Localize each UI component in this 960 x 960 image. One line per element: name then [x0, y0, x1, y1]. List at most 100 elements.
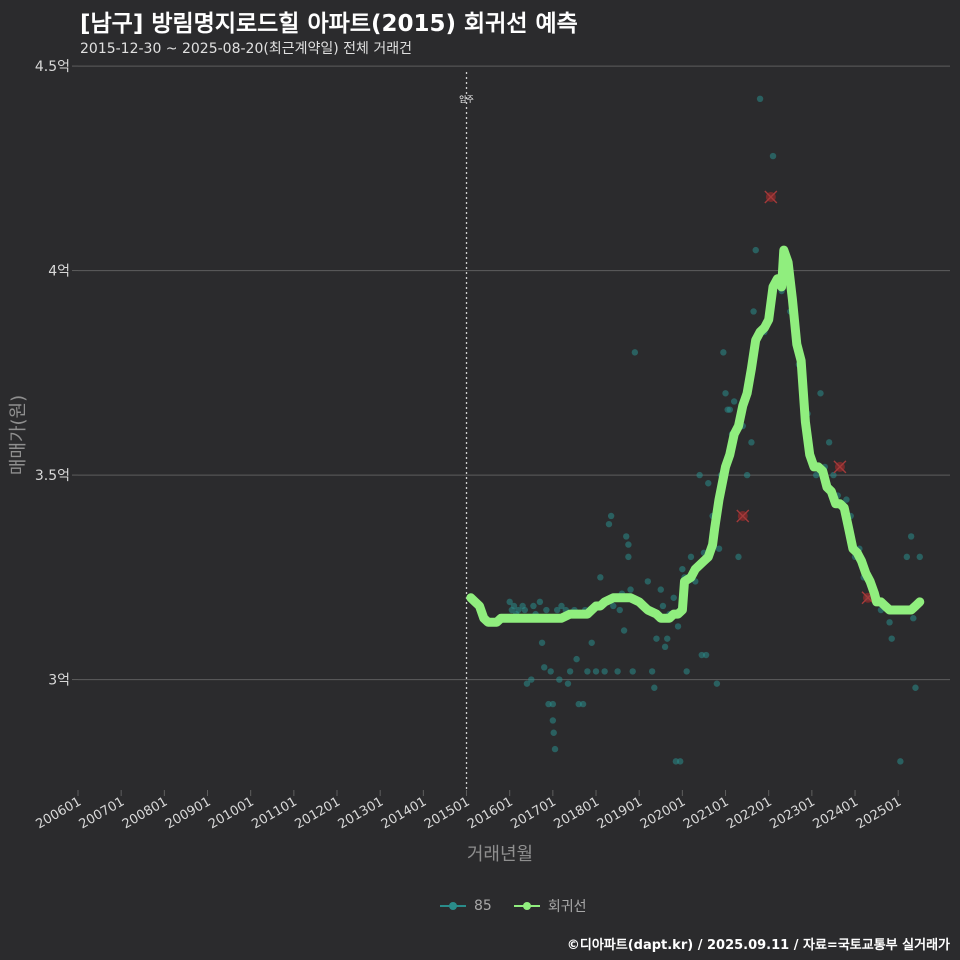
x-tick-label: 202401: [811, 794, 861, 832]
scatter-point: [588, 639, 595, 646]
scatter-point: [541, 664, 548, 671]
scatter-point: [752, 246, 759, 254]
chart-subtitle: 2015-12-30 ~ 2025-08-20(최근계약일) 전체 거래건: [80, 41, 412, 57]
scatter-point: [597, 574, 604, 581]
scatter-point: [616, 606, 623, 614]
legend-swatch-85: [440, 898, 466, 914]
legend-label-85: 85: [474, 898, 492, 914]
scatter-point: [629, 668, 636, 675]
scatter-point: [648, 668, 656, 675]
scatter-point: [510, 602, 518, 610]
y-axis-title: 매매가(원): [8, 394, 29, 476]
legend-swatch-regression: [513, 898, 540, 914]
y-tick-label: 4.5억: [35, 59, 70, 75]
scatter-point: [644, 578, 652, 585]
x-tick-label: 202201: [724, 794, 774, 832]
scatter-point: [584, 668, 591, 675]
scatter-point: [536, 598, 544, 606]
scatter-point: [549, 700, 557, 708]
scatter-point: [558, 602, 565, 610]
scatter-point: [676, 758, 684, 765]
scatter-point: [592, 668, 600, 675]
regression-line: [466, 245, 925, 627]
scatter-point: [566, 668, 574, 675]
x-tick-label: 200701: [77, 794, 127, 832]
scatter-point: [817, 390, 824, 397]
scatter-point: [683, 668, 690, 675]
legend: 85 회귀선: [440, 896, 608, 916]
scatter-point: [722, 390, 729, 397]
y-tick-label: 3.5억: [35, 468, 70, 484]
scatter-point: [750, 308, 757, 315]
scatter-point: [530, 602, 537, 610]
scatter-point: [550, 729, 557, 736]
scatter-point: [573, 655, 580, 663]
scatter-point: [670, 594, 677, 601]
scatter-point: [579, 700, 587, 708]
x-tick-label: 201001: [206, 794, 256, 832]
highlight-marker: [764, 190, 778, 204]
scatter-point: [564, 680, 572, 687]
scatter-point: [538, 639, 546, 646]
scatter-point: [715, 545, 723, 552]
scatter-point: [623, 533, 630, 540]
scatter-point: [713, 680, 721, 687]
x-axis-ticks: 2006012007012008012009012010012011012012…: [34, 790, 904, 832]
x-tick-label: 200901: [163, 794, 213, 832]
scatter-point: [705, 480, 712, 487]
scatter-point: [720, 349, 727, 356]
scatter-point: [897, 758, 904, 765]
highlight-cross: [764, 190, 778, 204]
scatter-point: [769, 152, 777, 160]
scatter-point: [843, 496, 850, 503]
scatter-point: [614, 668, 621, 675]
scatter-point: [515, 606, 522, 614]
x-tick-label: 201401: [379, 794, 429, 832]
source-credit: ©디아파트(dapt.kr) / 2025.09.11 / 자료=국토교통부 실…: [566, 938, 950, 953]
scatter-point: [664, 635, 671, 642]
scatter-point: [661, 643, 669, 651]
scatter-point: [521, 606, 528, 614]
scatter-point: [830, 471, 837, 479]
scatter-point: [607, 512, 615, 520]
scatter-point: [549, 717, 557, 724]
scatter-point: [702, 651, 710, 659]
scatter-point: [743, 471, 751, 479]
scatter-point: [625, 541, 632, 548]
x-tick-label: 202001: [638, 794, 688, 832]
highlight-cross: [736, 509, 750, 523]
x-tick-label: 202101: [681, 794, 731, 832]
scatter-point: [601, 668, 608, 675]
scatter-point: [547, 668, 554, 675]
scatter-point: [556, 676, 563, 683]
x-tick-label: 201901: [595, 794, 645, 832]
scatter-point: [910, 615, 917, 622]
scatter-point: [506, 598, 513, 606]
scatter-point: [912, 684, 919, 691]
scatter-point: [903, 553, 911, 561]
scatter-point: [726, 406, 734, 413]
x-axis-title: 거래년월: [466, 844, 534, 865]
scatter-point: [825, 439, 833, 446]
scatter-point: [687, 553, 695, 561]
regression-series: [466, 245, 925, 627]
x-tick-label: 202301: [767, 794, 817, 832]
highlight-marker: [833, 460, 847, 474]
highlight-cross: [833, 460, 847, 474]
x-tick-label: 201101: [249, 794, 299, 832]
y-tick-label: 3억: [48, 673, 70, 689]
legend-item-85: 85: [440, 898, 492, 914]
x-tick-label: 201701: [508, 794, 558, 832]
scatter-point: [528, 676, 535, 683]
scatter-point: [679, 565, 686, 573]
highlight-marker: [736, 509, 750, 523]
move-in-marker: 입주: [459, 72, 474, 790]
x-tick-label: 200601: [34, 794, 84, 832]
scatter-point: [523, 680, 531, 687]
scatter-point: [631, 349, 639, 356]
scatter-point: [657, 586, 664, 593]
scatter-point: [627, 586, 634, 593]
x-tick-label: 201801: [552, 794, 602, 832]
scatter-point: [605, 520, 613, 528]
legend-item-regression: 회귀선: [513, 896, 586, 916]
